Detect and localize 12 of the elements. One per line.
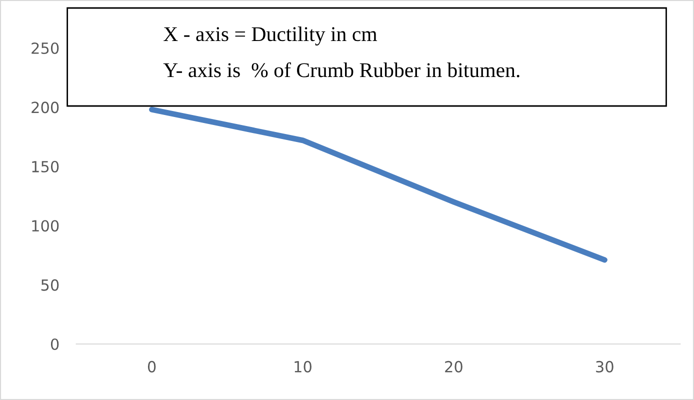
x-tick-label: 30: [596, 360, 614, 372]
text: X - axis = Ductility in cm: [164, 26, 378, 46]
x-tick-label: 0: [148, 360, 156, 372]
annotation: Y- axis is % of Crumb Rubber in bitumen.: [163, 62, 520, 78]
y-tick-label: 200: [32, 102, 59, 114]
y-tick-label: 250: [32, 42, 59, 54]
y-tick-label: 50: [41, 279, 59, 291]
x-tick-label: 10: [294, 360, 312, 372]
y-tick-label: 150: [32, 160, 59, 172]
y-tick-label: 100: [32, 220, 59, 232]
y-tick-label: 0: [50, 338, 59, 350]
x-tick-label: 20: [445, 360, 462, 372]
